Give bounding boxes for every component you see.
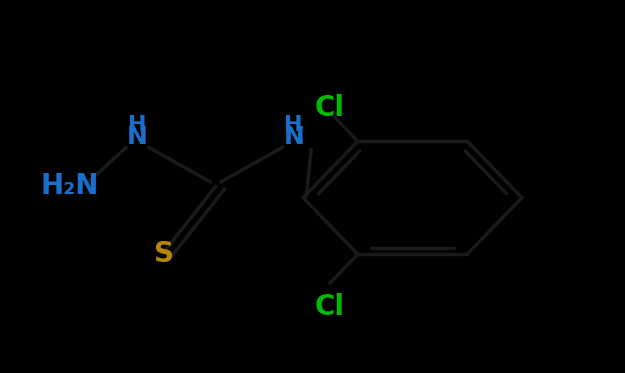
Text: H₂N: H₂N bbox=[41, 172, 99, 201]
Text: S: S bbox=[154, 239, 174, 268]
Text: Cl: Cl bbox=[315, 94, 345, 122]
Text: H: H bbox=[128, 115, 147, 135]
Text: Cl: Cl bbox=[315, 292, 345, 321]
Text: N: N bbox=[127, 125, 148, 149]
Text: H: H bbox=[284, 115, 303, 135]
Text: N: N bbox=[283, 125, 304, 149]
